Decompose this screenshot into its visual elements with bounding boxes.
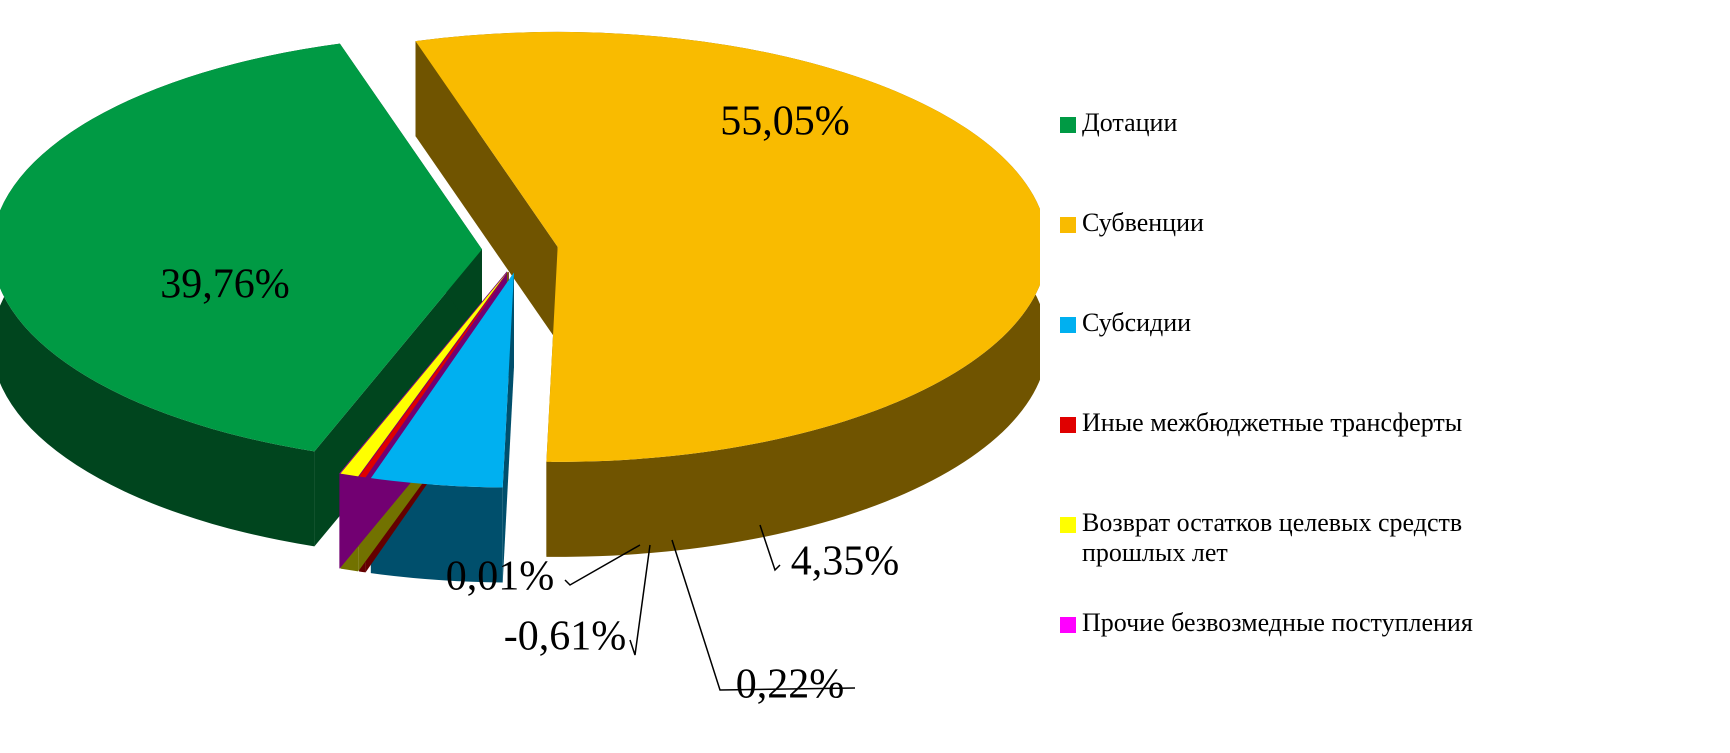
legend-swatch bbox=[1060, 417, 1076, 433]
legend-label: Возврат остатков целевых средств прошлых… bbox=[1082, 508, 1463, 567]
legend-label: Дотации bbox=[1082, 108, 1178, 137]
legend-item: Субвенции bbox=[1060, 208, 1550, 308]
slice bbox=[415, 31, 1040, 462]
slice bbox=[359, 271, 509, 478]
legend-swatch bbox=[1060, 317, 1076, 333]
slice bbox=[370, 272, 514, 488]
data-label: 39,76% bbox=[160, 262, 290, 308]
slice bbox=[340, 271, 508, 477]
legend-swatch bbox=[1060, 617, 1076, 633]
data-label: 0,22% bbox=[736, 662, 845, 708]
legend-item: Дотации bbox=[1060, 108, 1550, 208]
legend-label: Субсидии bbox=[1082, 308, 1192, 337]
leader-line bbox=[671, 539, 856, 691]
legend: Дотации Субвенции Субсидии Иные межбюджетны… bbox=[1060, 108, 1550, 708]
leader-line bbox=[629, 544, 651, 656]
data-label: 0,01% bbox=[446, 554, 555, 600]
data-label: -0,61% bbox=[504, 614, 626, 660]
leader-line bbox=[759, 524, 781, 572]
chart: 39,76% 55,05% 4,35% 0,22% -0,61% 0,01% bbox=[0, 31, 1040, 708]
data-label: 55,05% bbox=[720, 99, 850, 145]
legend-item: Иные межбюджетные трансферты bbox=[1060, 408, 1550, 508]
slice bbox=[339, 271, 508, 474]
legend-swatch bbox=[1060, 117, 1076, 133]
legend-label: Субвенции bbox=[1082, 208, 1204, 237]
legend-item: Субсидии bbox=[1060, 308, 1550, 408]
legend-swatch bbox=[1060, 517, 1076, 533]
leader-line bbox=[564, 544, 641, 586]
data-label: 4,35% bbox=[791, 539, 900, 585]
legend-item: Прочие безвозмедные поступления bbox=[1060, 608, 1550, 708]
slice bbox=[0, 43, 483, 452]
legend-label: Иные межбюджетные трансферты bbox=[1082, 408, 1463, 437]
legend-label: Прочие безвозмедные поступления bbox=[1082, 608, 1473, 637]
legend-item: Возврат остатков целевых средств прошлых… bbox=[1060, 508, 1550, 608]
legend-swatch bbox=[1060, 217, 1076, 233]
